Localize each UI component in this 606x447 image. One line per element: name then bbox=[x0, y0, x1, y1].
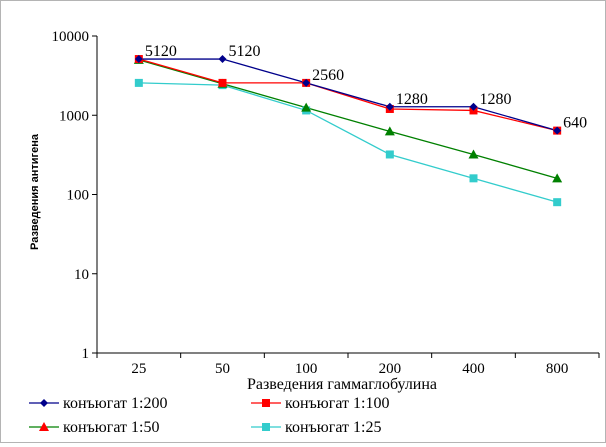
series-line bbox=[138, 58, 558, 132]
x-tick-label: 200 bbox=[379, 361, 402, 377]
y-tick-label: 1000 bbox=[59, 108, 89, 124]
legend-swatch-marker bbox=[39, 422, 49, 431]
y-tick-label: 100 bbox=[67, 188, 90, 204]
x-tick-labels: 25 50 100 200 400 800 bbox=[131, 361, 568, 377]
series-line bbox=[138, 59, 558, 179]
series-markers bbox=[133, 54, 563, 207]
data-label: 640 bbox=[563, 115, 587, 132]
x-tick-label: 800 bbox=[546, 361, 569, 377]
data-point bbox=[385, 150, 394, 159]
series-lines bbox=[138, 58, 558, 203]
data-point bbox=[385, 102, 394, 111]
legend-swatch-marker bbox=[262, 399, 270, 407]
data-point bbox=[384, 126, 395, 136]
data-point bbox=[218, 78, 227, 87]
x-tick-label: 100 bbox=[295, 361, 318, 377]
legend: конъюгат 1:200 конъюгат 1:100 конъюгат 1:5… bbox=[29, 395, 389, 436]
y-tick-labels: 1 10 100 1000 10000 bbox=[52, 29, 90, 362]
data-point bbox=[134, 55, 143, 64]
legend-swatch-marker bbox=[40, 399, 48, 407]
data-point bbox=[134, 78, 143, 87]
series-line bbox=[138, 58, 558, 132]
data-point bbox=[469, 102, 478, 111]
y-axis-label: Разведения антигена bbox=[29, 133, 41, 250]
legend-label: конъюгат 1:50 bbox=[63, 419, 159, 436]
x-axis-label: Разведения гаммаглобулина bbox=[247, 376, 437, 393]
data-point bbox=[302, 78, 311, 87]
data-label: 1280 bbox=[480, 91, 512, 108]
y-tick-label: 1 bbox=[82, 346, 90, 362]
data-point bbox=[301, 102, 312, 112]
legend-label: конъюгат 1:200 bbox=[63, 395, 167, 412]
data-point bbox=[553, 198, 562, 207]
data-label: 2560 bbox=[312, 67, 344, 84]
data-point bbox=[552, 173, 563, 183]
legend-item: конъюгат 1:50 bbox=[29, 419, 159, 436]
y-tick-label: 10 bbox=[74, 267, 89, 283]
data-label: 5120 bbox=[145, 43, 177, 60]
legend-item: конъюгат 1:200 bbox=[29, 395, 167, 412]
data-label: 1280 bbox=[396, 91, 428, 108]
data-point bbox=[469, 174, 478, 183]
legend-item: конъюгат 1:25 bbox=[251, 419, 381, 436]
legend-item: конъюгат 1:100 bbox=[251, 395, 389, 412]
data-point bbox=[218, 55, 227, 64]
series-line bbox=[138, 82, 558, 203]
data-labels: 5120 5120 2560 1280 1280 640 bbox=[145, 43, 587, 132]
axes bbox=[92, 35, 600, 358]
y-tick-label: 10000 bbox=[52, 29, 90, 45]
legend-label: конъюгат 1:100 bbox=[285, 395, 389, 412]
data-point bbox=[468, 149, 479, 159]
data-label: 5120 bbox=[229, 43, 261, 60]
x-tick-label: 400 bbox=[462, 361, 485, 377]
x-tick-label: 25 bbox=[131, 361, 146, 377]
x-tick-label: 50 bbox=[215, 361, 230, 377]
legend-label: конъюгат 1:25 bbox=[285, 419, 381, 436]
legend-swatch-marker bbox=[262, 423, 270, 431]
